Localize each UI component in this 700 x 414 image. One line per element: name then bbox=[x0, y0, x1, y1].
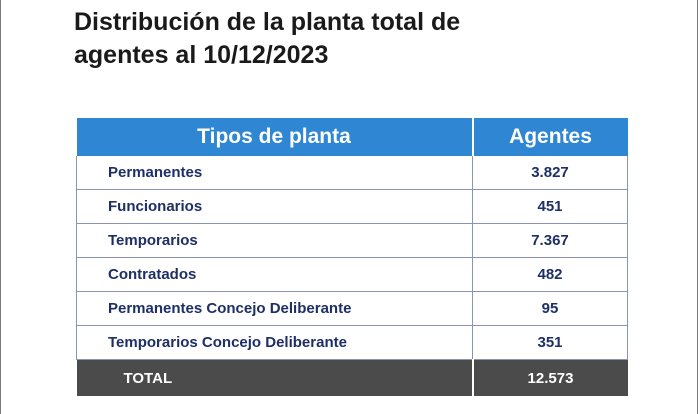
row-value: 351 bbox=[472, 325, 628, 360]
row-label: Permanentes Concejo Deliberante bbox=[76, 291, 473, 326]
table-row: Contratados 482 bbox=[76, 257, 628, 292]
row-value: 95 bbox=[472, 291, 628, 326]
staff-distribution-table-wrapper: Tipos de planta Agentes Permanentes 3.82… bbox=[76, 118, 628, 396]
row-value: 451 bbox=[472, 189, 628, 224]
table-row: Funcionarios 451 bbox=[76, 189, 628, 224]
table-header: Tipos de planta Agentes bbox=[76, 118, 628, 156]
page-title-line-2: agentes al 10/12/2023 bbox=[74, 41, 329, 69]
table-footer: TOTAL 12.573 bbox=[76, 359, 628, 396]
table-header-row: Tipos de planta Agentes bbox=[76, 118, 628, 156]
column-header-tipos-de-planta: Tipos de planta bbox=[76, 118, 474, 156]
row-value: 482 bbox=[472, 257, 628, 292]
table-body: Permanentes 3.827 Funcionarios 451 Tempo… bbox=[76, 156, 628, 360]
row-value: 3.827 bbox=[472, 156, 628, 190]
page-title: Distribución de la planta total de agent… bbox=[74, 6, 634, 72]
row-value: 7.367 bbox=[472, 223, 628, 258]
table-row: Temporarios 7.367 bbox=[76, 223, 628, 258]
total-label: TOTAL bbox=[76, 359, 474, 396]
total-row: TOTAL 12.573 bbox=[76, 359, 628, 396]
row-label: Funcionarios bbox=[76, 189, 473, 224]
page-title-line-1: Distribución de la planta total de bbox=[74, 8, 461, 36]
table-row: Temporarios Concejo Deliberante 351 bbox=[76, 325, 628, 360]
table-row: Permanentes Concejo Deliberante 95 bbox=[76, 291, 628, 326]
row-label: Temporarios bbox=[76, 223, 473, 258]
row-label: Permanentes bbox=[76, 156, 473, 190]
row-label: Contratados bbox=[76, 257, 473, 292]
total-value: 12.573 bbox=[472, 359, 628, 396]
staff-distribution-table: Tipos de planta Agentes Permanentes 3.82… bbox=[76, 118, 628, 396]
table-row: Permanentes 3.827 bbox=[76, 156, 628, 190]
column-header-agentes: Agentes bbox=[472, 118, 628, 156]
row-label: Temporarios Concejo Deliberante bbox=[76, 325, 473, 360]
